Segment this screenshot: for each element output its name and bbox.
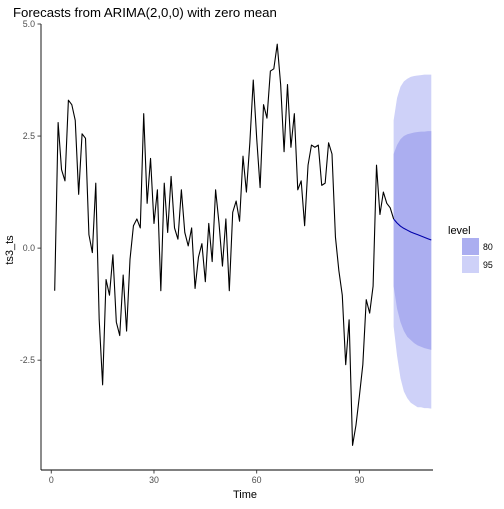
x-axis-title: Time	[233, 489, 257, 501]
series-lines	[54, 43, 432, 446]
legend-label-95: 95	[483, 260, 493, 270]
legend-entries: 80 95	[462, 238, 493, 273]
legend: level 80 95	[448, 225, 493, 273]
y-axis-title: ts3_ts	[4, 235, 16, 265]
y-tick-label: 5.0	[23, 19, 35, 29]
legend-title: level	[448, 225, 471, 237]
x-tick-label: 60	[252, 475, 262, 485]
y-tick-label: -2.5	[20, 355, 35, 365]
band-80	[393, 131, 432, 350]
axis-ticks: 0 30 60 90 -2.5 0.0 2.5 5.0	[20, 19, 365, 485]
legend-swatch-95	[462, 256, 479, 273]
legend-label-80: 80	[483, 242, 493, 252]
chart-title: Forecasts from ARIMA(2,0,0) with zero me…	[13, 5, 277, 20]
x-tick-label: 30	[149, 475, 159, 485]
legend-swatch-80	[462, 238, 479, 255]
axes	[40, 24, 433, 471]
forecast-mean-line	[393, 218, 432, 241]
y-tick-label: 2.5	[23, 131, 35, 141]
x-tick-label: 0	[49, 475, 54, 485]
confidence-bands	[393, 74, 432, 409]
y-tick-label: 0.0	[23, 243, 35, 253]
observed-series-line	[54, 43, 395, 446]
x-tick-label: 90	[354, 475, 364, 485]
